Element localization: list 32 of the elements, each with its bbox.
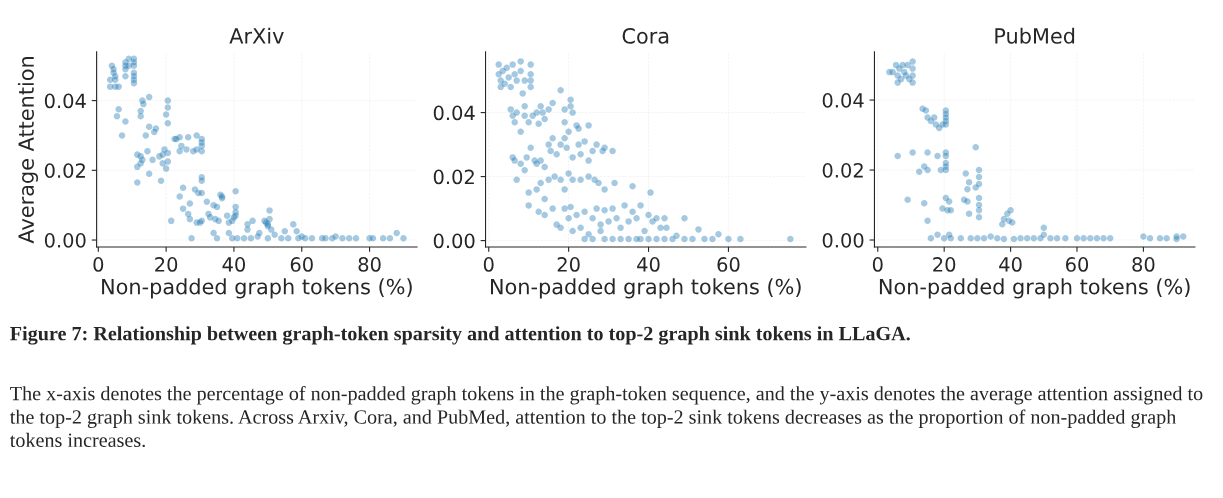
x-tick-label: 40 [999, 257, 1022, 272]
x-tick-label: 20 [933, 257, 956, 272]
y-tick-label: 0.02 [433, 169, 474, 185]
chart-title: PubMed [995, 27, 1075, 44]
y-tick-label: 0.04 [44, 93, 86, 109]
x-tick-label: 60 [717, 257, 740, 272]
x-tick-label: 40 [637, 257, 660, 272]
x-tick-label: 20 [557, 257, 580, 272]
y-tick-label: 0.04 [433, 105, 475, 121]
x-tick-label: 60 [1065, 257, 1089, 272]
x-tick-label: 80 [358, 257, 381, 272]
x-axis-title: Non-padded graph tokens (%) [491, 278, 801, 299]
y-tick-label: 0.02 [44, 163, 85, 178]
y-tick-label: 0.00 [822, 232, 864, 248]
x-tick-label: 40 [222, 257, 246, 272]
x-tick-label: 20 [155, 257, 178, 272]
y-tick-label: 0.00 [44, 232, 86, 248]
x-tick-label: 80 [1132, 257, 1155, 272]
chart-title: Cora [622, 28, 669, 44]
x-axis-title: Non-padded graph tokens (%) [102, 278, 412, 299]
y-tick-label: 0.04 [822, 93, 864, 108]
y-tick-label: 0.00 [433, 233, 475, 249]
x-axis-title: Non-padded graph tokens (%) [879, 278, 1190, 299]
caption: Figure 7: Relationship between graph-token sparsity and attention to top-2 graph sink tokens in LLaGA. [10, 326, 910, 345]
x-tick-label: 60 [290, 257, 313, 272]
text: The x-axis denotes the percentage of non-padded graph tokens in the graph-token sequence, and the y-axis denotes the average attention assigned to the top-2 graph sink tokens. Across Arxiv, Cora, and PubMed, attention to the top-2 sink tokens decreases as the proportion of non-padded graph tokens increases. [9, 385, 1203, 448]
y-axis-title: Average Attention [17, 57, 39, 244]
x-tick-label: 0 [483, 257, 494, 272]
chart-title: ArXiv [229, 27, 284, 44]
x-tick-label: 0 [93, 257, 104, 272]
x-tick-label: 0 [872, 257, 883, 272]
y-tick-label: 0.02 [822, 163, 863, 178]
